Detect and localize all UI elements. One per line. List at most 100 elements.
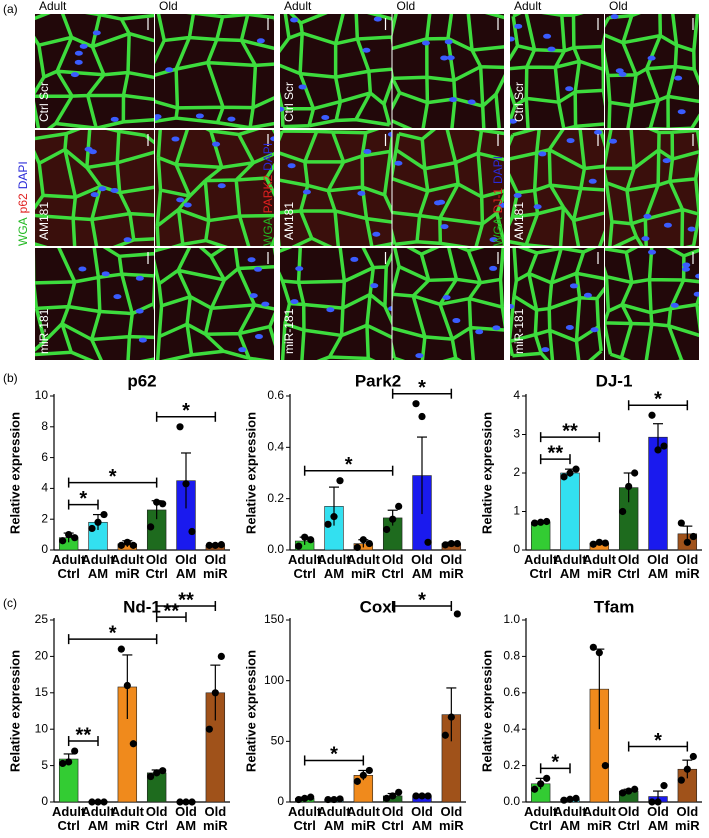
data-point xyxy=(648,411,656,419)
bar xyxy=(648,436,668,551)
data-point xyxy=(59,759,67,768)
y-tick-label: 8 xyxy=(41,419,48,433)
data-point xyxy=(336,477,344,485)
y-tick-label: 0.0 xyxy=(503,794,520,808)
data-point xyxy=(147,523,155,531)
micrograph xyxy=(280,130,392,246)
micrograph xyxy=(605,14,699,128)
nucleus xyxy=(110,116,119,122)
data-point xyxy=(153,498,161,506)
nucleus xyxy=(449,97,458,103)
nucleus xyxy=(648,249,657,255)
data-point xyxy=(424,538,432,546)
micrograph xyxy=(35,14,154,128)
significance-label: ** xyxy=(562,420,578,442)
nucleus xyxy=(569,283,578,289)
y-tick-label: 0 xyxy=(41,542,48,556)
y-tick-label: 0 xyxy=(513,542,520,556)
micrograph-bg xyxy=(155,130,274,246)
column-header: Adult xyxy=(39,0,67,13)
nucleus xyxy=(594,130,603,135)
nucleus xyxy=(295,266,304,272)
y-tick-label: 25 xyxy=(35,612,49,626)
data-point xyxy=(631,785,639,793)
cell-border xyxy=(280,130,392,246)
nucleus xyxy=(326,307,335,313)
nucleus xyxy=(513,192,522,198)
nucleus xyxy=(212,141,221,147)
data-point xyxy=(188,798,196,806)
stain-label: WGA DJ-1 DAPI xyxy=(491,156,505,246)
stain-word: DJ-1 xyxy=(491,188,505,214)
column-header: Adult xyxy=(284,0,312,13)
stain-word: WGA xyxy=(491,217,505,246)
data-point xyxy=(176,798,184,806)
data-point xyxy=(595,538,603,546)
data-point xyxy=(395,502,403,510)
data-point xyxy=(660,782,668,790)
x-tick-label: Adult AM xyxy=(317,552,351,581)
data-point xyxy=(211,541,219,549)
significance-label: * xyxy=(79,488,87,510)
micrograph xyxy=(392,130,504,246)
nucleus xyxy=(475,329,484,335)
nucleus xyxy=(489,237,498,243)
nucleus xyxy=(687,226,696,232)
nucleus xyxy=(663,222,672,228)
data-point xyxy=(677,776,685,784)
data-point xyxy=(389,792,397,800)
y-tick-label: 0.6 xyxy=(267,388,284,402)
x-tick-label: Old Ctrl xyxy=(381,804,404,833)
panel-label: (b) xyxy=(3,371,18,385)
data-point xyxy=(359,771,367,779)
x-tick-label: Adult AM xyxy=(81,804,115,833)
nucleus xyxy=(662,158,671,164)
cell-border xyxy=(605,130,699,246)
nucleus xyxy=(70,72,79,78)
micrograph xyxy=(280,14,392,128)
y-axis-label: Relative expression xyxy=(7,650,22,772)
nucleus xyxy=(176,197,185,203)
x-tick-label: Old miR xyxy=(203,552,228,581)
stain-label: WGA p62 DAPI xyxy=(16,161,30,246)
nucleus xyxy=(98,186,107,192)
stain-word: PARK2 xyxy=(261,175,275,214)
data-point xyxy=(301,794,309,802)
nucleus xyxy=(610,14,619,20)
y-tick-label: 6 xyxy=(41,450,48,464)
nucleus xyxy=(677,109,686,115)
data-point xyxy=(412,792,420,800)
cell-border xyxy=(392,130,504,246)
nucleus xyxy=(290,299,299,305)
data-point xyxy=(566,795,574,803)
significance-label: ** xyxy=(178,589,194,611)
y-axis-label: Relative expression xyxy=(479,412,494,534)
data-point xyxy=(159,767,167,775)
cell-border xyxy=(510,130,604,246)
nucleus xyxy=(510,303,515,309)
chart-title: Nd-1 xyxy=(123,597,161,616)
nucleus xyxy=(135,308,144,314)
x-tick-label: Adult AM xyxy=(553,804,587,833)
data-point xyxy=(383,794,391,802)
data-point xyxy=(65,758,73,766)
x-tick-label: Old miR xyxy=(675,804,700,833)
x-tick-label: Old AM xyxy=(411,552,433,581)
data-point xyxy=(359,536,367,544)
cell-border xyxy=(605,248,699,360)
data-point xyxy=(117,645,125,653)
y-axis-label: Relative expression xyxy=(243,650,258,772)
data-point xyxy=(648,798,656,806)
column-header: Old xyxy=(397,0,416,13)
nucleus xyxy=(467,99,476,105)
nucleus xyxy=(514,23,523,29)
data-point xyxy=(566,469,574,477)
nucleus xyxy=(290,17,299,23)
significance-label: * xyxy=(418,377,426,399)
x-tick-label: Old AM xyxy=(647,804,669,833)
stain-word: DAPI xyxy=(16,161,30,189)
y-tick-label: 0.6 xyxy=(503,685,520,699)
stain-label: WGA PARK2 DAPI xyxy=(261,143,275,246)
x-tick-label: Adult Ctrl xyxy=(524,552,558,581)
